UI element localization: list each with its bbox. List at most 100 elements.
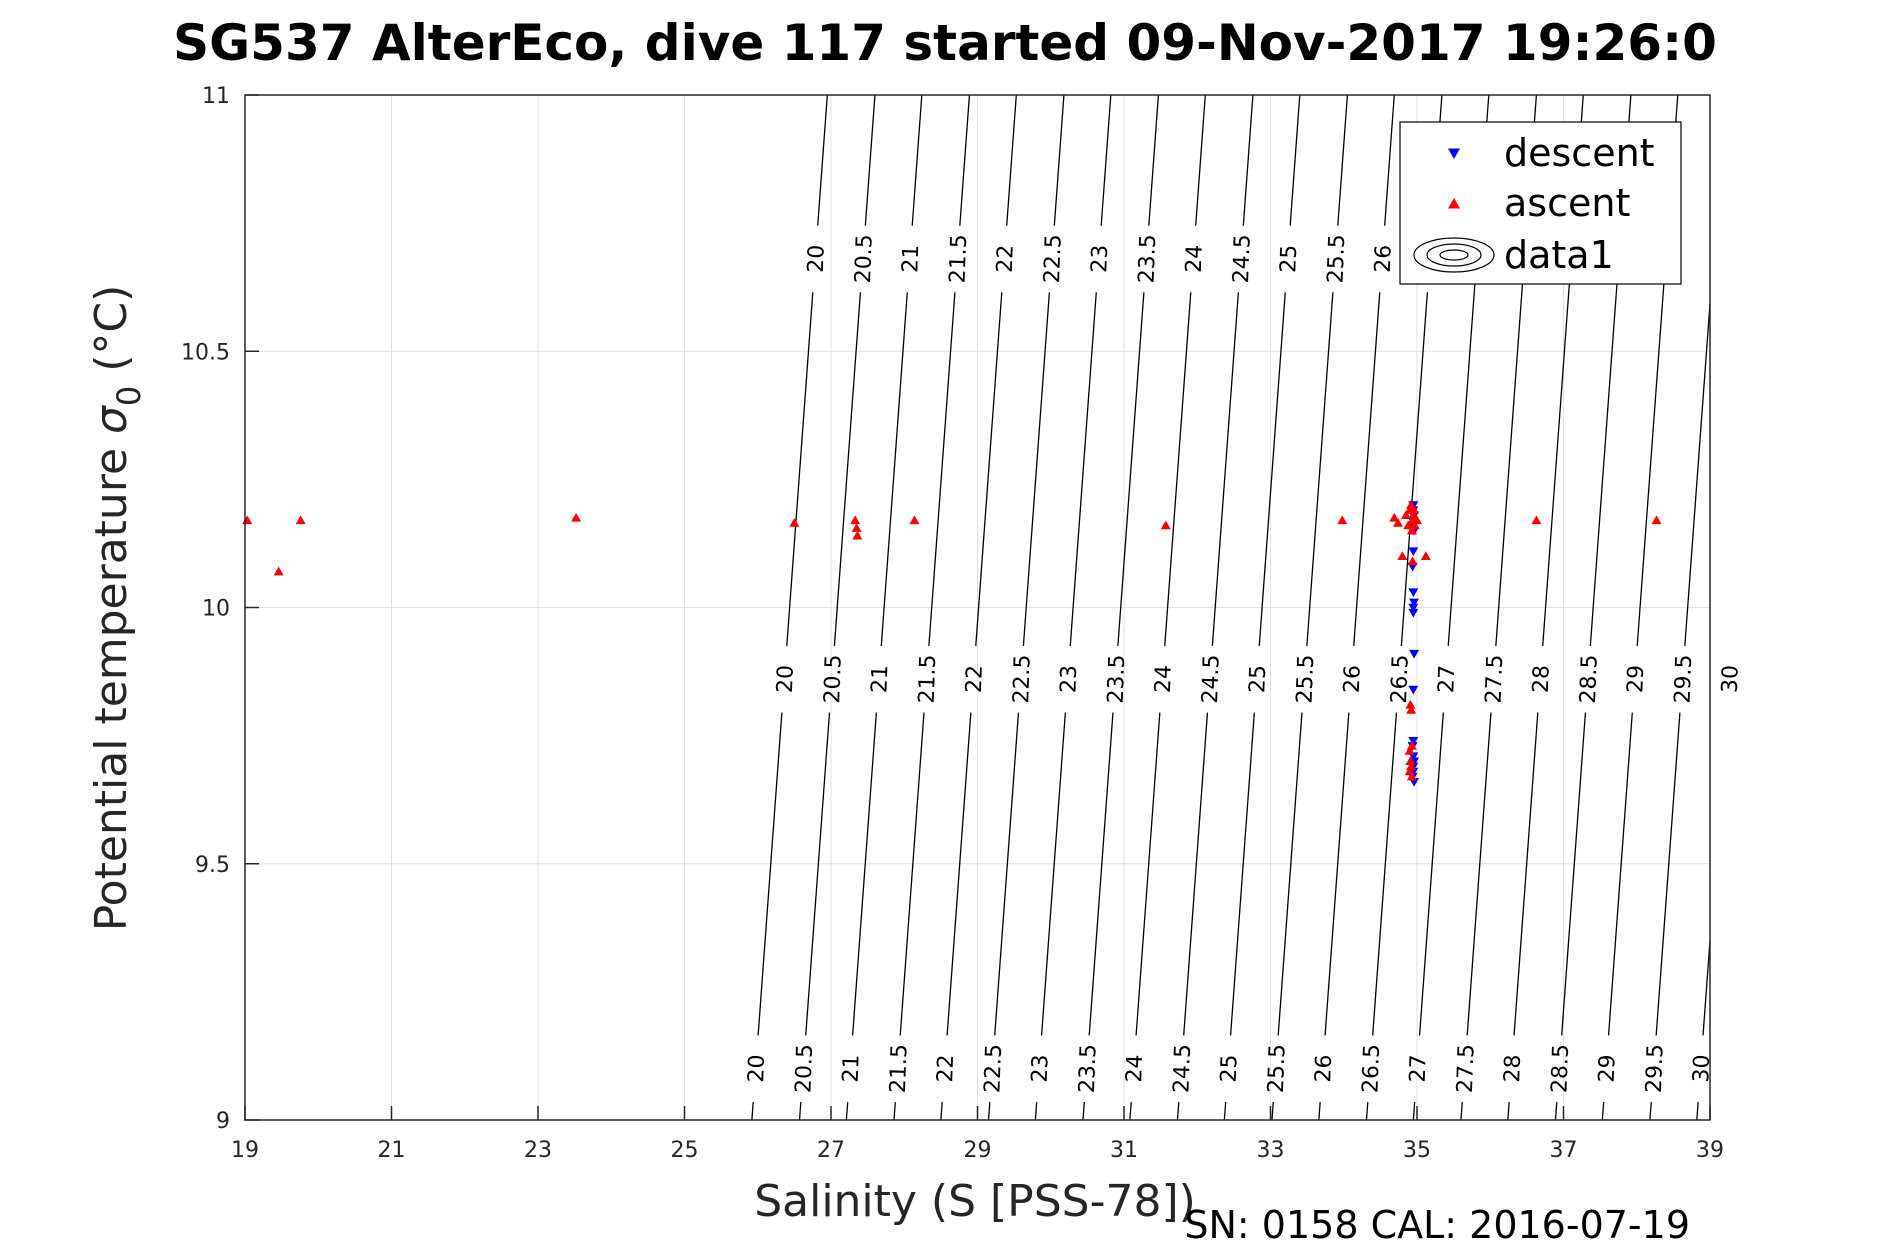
ascent-point-26 — [1405, 699, 1416, 709]
ascent-point-20 — [1408, 510, 1419, 519]
ascent-point-15 — [1403, 520, 1414, 530]
contour-line-27.5-seg-1 — [1466, 712, 1492, 1036]
contour-line-23.5-seg-0 — [1082, 1102, 1085, 1121]
ascent-point-4 — [789, 517, 800, 527]
contour-line-20.5-seg-0 — [798, 1102, 802, 1121]
legend-contour-ring-outer — [1413, 237, 1495, 273]
contour-line-26-seg-2 — [1353, 292, 1381, 646]
contour-line-21-seg-2 — [880, 292, 908, 646]
contour-line-20.5-seg-2 — [833, 292, 862, 646]
legend: descent ascent data1 — [1399, 121, 1682, 285]
contour-line-22.5-seg-0 — [987, 1102, 991, 1121]
contour-label-25-0: 25 — [1217, 1054, 1243, 1083]
descent-point-10 — [1408, 603, 1419, 613]
contour-label-29.5-0: 29.5 — [1642, 1044, 1669, 1094]
contour-line-25-seg-2 — [1258, 292, 1286, 646]
x-axis-label: Salinity (S [PSS-78]) — [754, 1176, 1196, 1227]
ascent-point-33 — [1406, 771, 1417, 781]
contour-label-22.5-0: 22.5 — [980, 1044, 1007, 1094]
contour-line-21-seg-3 — [911, 94, 923, 226]
contour-label-20-2: 20 — [804, 244, 830, 273]
contour-label-24.5-1: 24.5 — [1198, 654, 1225, 704]
contour-label-29-1: 29 — [1623, 665, 1649, 694]
x-tick-label-1: 21 — [378, 1138, 406, 1163]
legend-ascent-label: ascent — [1504, 181, 1630, 225]
contour-line-21-seg-0 — [845, 1102, 849, 1121]
contour-line-21-seg-1 — [851, 712, 878, 1036]
contour-label-21-1: 21 — [867, 665, 893, 694]
contour-label-24-0: 24 — [1122, 1054, 1148, 1083]
ascent-point-8 — [909, 515, 920, 525]
serial-calibration-footer: SN: 0158 CAL: 2016-07-19 — [1184, 1203, 1690, 1247]
contour-line-29.5-seg-2 — [1684, 303, 1711, 646]
contour-line-21.5-seg-2 — [928, 292, 956, 646]
contour-label-22-0: 22 — [933, 1054, 959, 1083]
x-tick-label-7: 33 — [1257, 1138, 1285, 1163]
contour-line-20.5-seg-1 — [805, 712, 831, 1036]
contour-label-25-1: 25 — [1245, 665, 1271, 694]
contour-line-22-seg-0 — [940, 1102, 943, 1121]
contour-line-25.5-seg-0 — [1271, 1102, 1274, 1121]
descent-point-6 — [1408, 547, 1419, 557]
y-axis-label: Potential temperature σ0 (°C) — [86, 285, 148, 932]
contour-label-24-1: 24 — [1151, 665, 1177, 694]
contour-label-24.5-0: 24.5 — [1169, 1044, 1196, 1094]
ascent-point-14 — [1401, 510, 1412, 519]
axis-ticks: 19 21 23 25 27 29 31 33 35 37 39 9 9.5 10 10.5 11 — [181, 84, 1724, 1163]
contour-line-29.5-seg-1 — [1655, 712, 1681, 1036]
ascent-point-9 — [1160, 520, 1171, 530]
contour-label-20-1: 20 — [773, 665, 799, 694]
contour-line-25.5-seg-3 — [1337, 94, 1349, 226]
contour-label-23-2: 23 — [1087, 244, 1113, 273]
ascent-point-7 — [852, 530, 863, 540]
contour-label-28-1: 28 — [1529, 665, 1555, 694]
ascent-point-11 — [1389, 512, 1400, 522]
contour-label-22.5-1: 22.5 — [1009, 654, 1036, 704]
legend-descent-marker — [1448, 148, 1460, 159]
contour-label-25.5-1: 25.5 — [1293, 654, 1320, 704]
y-axis-label-sigma: σ — [86, 405, 137, 434]
contour-label-25-2: 25 — [1276, 244, 1302, 273]
contour-label-29.5-1: 29.5 — [1671, 654, 1698, 704]
ascent-point-3 — [571, 512, 582, 522]
x-tick-label-9: 37 — [1550, 1138, 1578, 1163]
contour-label-27-0: 27 — [1406, 1054, 1432, 1083]
ascent-point-10 — [1337, 515, 1348, 525]
legend-contour-label: data1 — [1504, 233, 1614, 277]
contour-line-22-seg-2 — [975, 292, 1003, 646]
legend-descent-label: descent — [1504, 131, 1655, 175]
x-tick-label-8: 35 — [1403, 1138, 1431, 1163]
contour-label-23.5-2: 23.5 — [1135, 234, 1162, 284]
contour-line-28-seg-1 — [1513, 712, 1539, 1036]
y-tick-label-1: 9.5 — [195, 853, 230, 878]
y-tick-label-3: 10.5 — [181, 340, 230, 365]
contour-line-25-seg-3 — [1289, 94, 1301, 226]
contour-line-23-seg-3 — [1100, 94, 1112, 226]
contour-label-26-1: 26 — [1340, 665, 1366, 694]
contour-line-27-seg-1 — [1418, 712, 1444, 1036]
contour-line-21.5-seg-0 — [893, 1102, 896, 1121]
ascent-point-13 — [1397, 551, 1408, 560]
ascent-point-2 — [295, 515, 306, 525]
contour-label-24.5-2: 24.5 — [1229, 234, 1256, 284]
contour-line-20-seg-2 — [786, 292, 814, 646]
contour-line-26.5-seg-0 — [1365, 1102, 1369, 1121]
contour-label-20.5-2: 20.5 — [851, 234, 878, 284]
contour-label-20.5-0: 20.5 — [791, 1044, 818, 1094]
ascent-point-31 — [1406, 761, 1417, 771]
ascent-point-22 — [1409, 520, 1420, 530]
contour-line-26-seg-3 — [1384, 94, 1395, 226]
contour-line-26.5-seg-1 — [1372, 712, 1398, 1036]
y-axis-label-subscript: 0 — [110, 386, 148, 406]
contour-label-25.5-0: 25.5 — [1264, 1044, 1291, 1094]
contour-line-26-seg-1 — [1324, 712, 1350, 1036]
contour-label-26-2: 26 — [1371, 244, 1397, 273]
ascent-point-6 — [851, 523, 862, 532]
contour-line-26-seg-0 — [1318, 1102, 1321, 1121]
ascent-point-24 — [1420, 551, 1431, 560]
contour-label-26-0: 26 — [1311, 1054, 1337, 1083]
contour-line-28.5-seg-1 — [1561, 712, 1587, 1036]
contour-label-28.5-0: 28.5 — [1547, 1044, 1574, 1094]
contour-label-30-1: 30 — [1718, 665, 1744, 694]
y-axis-label-unit: (°C) — [86, 285, 137, 386]
